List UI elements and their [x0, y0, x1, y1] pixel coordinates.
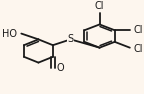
Text: Cl: Cl — [95, 1, 104, 11]
Text: S: S — [68, 34, 74, 44]
Text: Cl: Cl — [133, 44, 143, 53]
Text: HO: HO — [2, 29, 17, 39]
Text: O: O — [56, 63, 64, 73]
Text: Cl: Cl — [133, 25, 143, 35]
